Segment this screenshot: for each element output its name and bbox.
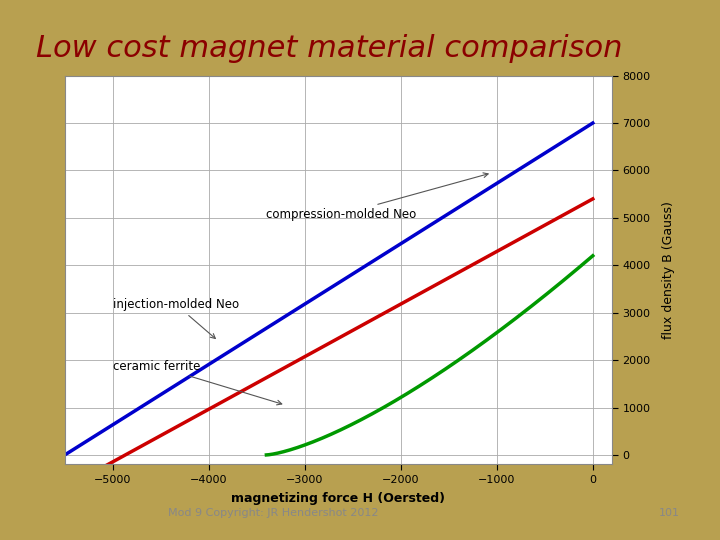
Text: ceramic ferrite: ceramic ferrite <box>113 360 282 405</box>
Text: 101: 101 <box>659 508 680 518</box>
Text: injection-molded Neo: injection-molded Neo <box>113 298 239 339</box>
Y-axis label: flux density B (Gauss): flux density B (Gauss) <box>662 201 675 339</box>
Text: Mod 9 Copyright: JR Hendershot 2012: Mod 9 Copyright: JR Hendershot 2012 <box>168 508 379 518</box>
X-axis label: magnetizing force H (Oersted): magnetizing force H (Oersted) <box>231 492 446 505</box>
Text: compression-molded Neo: compression-molded Neo <box>266 173 488 221</box>
Text: Low cost magnet material comparison: Low cost magnet material comparison <box>36 34 623 63</box>
